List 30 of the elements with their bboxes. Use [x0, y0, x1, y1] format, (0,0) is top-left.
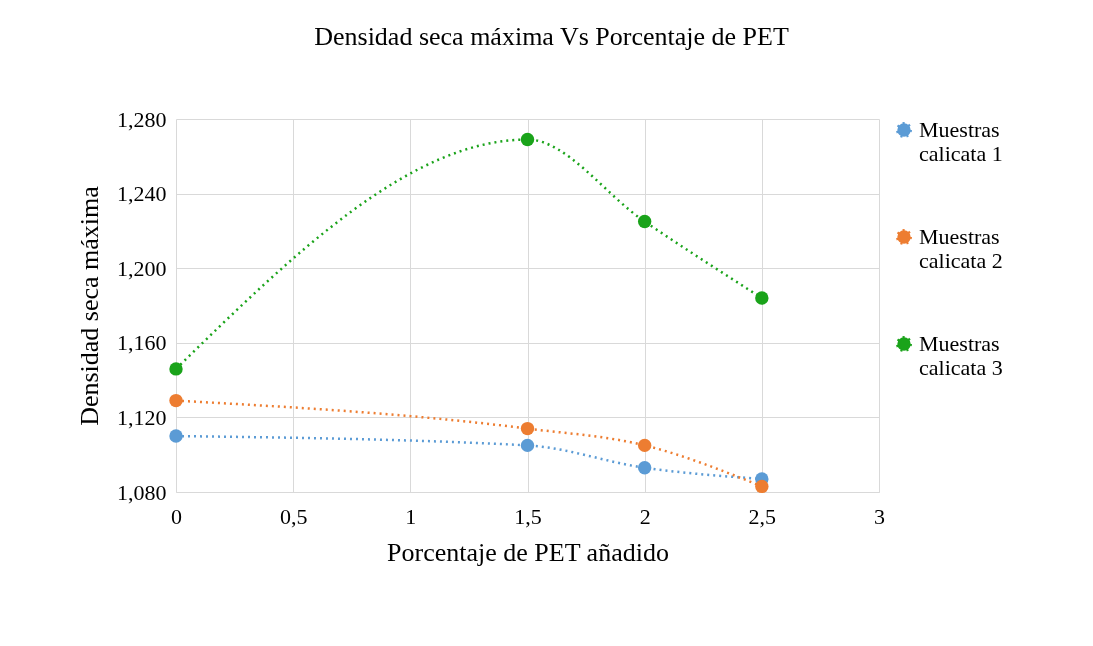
x-tick-label: 2: [639, 503, 651, 529]
point: [169, 362, 183, 376]
x-tick-label: 1: [405, 503, 417, 529]
legend-label: Muestras calicata 2: [919, 224, 1003, 273]
x-axis-title: Porcentaje de PET añadido: [387, 537, 669, 567]
y-axis-title: Densidad seca máxima: [75, 185, 104, 426]
x-tick-label: 1,5: [514, 503, 542, 529]
x-tick-label: 2,5: [748, 503, 777, 529]
point: [637, 461, 652, 475]
point: [755, 479, 769, 494]
y-tick-label: 1,200: [117, 255, 167, 281]
x-tick-label: 0,5: [279, 503, 308, 529]
chart-title: Densidad seca máxima Vs Porcentaje de PET: [314, 22, 789, 51]
x-tick-label: 0: [171, 503, 182, 529]
point: [637, 214, 652, 229]
point: [520, 132, 535, 147]
point: [169, 429, 183, 443]
point: [169, 393, 183, 408]
x-tick-label: 3: [874, 503, 885, 529]
legend-label: Muestras calicata 1: [919, 117, 1003, 166]
y-tick-label: 1,160: [117, 330, 167, 356]
point: [755, 291, 769, 305]
y-tick-label: 1,240: [117, 181, 167, 207]
point: [637, 438, 652, 453]
point: [520, 438, 535, 453]
y-tick-label: 1,280: [117, 106, 167, 132]
legend-label: Muestras calicata 3: [919, 331, 1003, 380]
point: [520, 421, 535, 436]
y-tick-label: 1,080: [117, 479, 167, 505]
y-tick-label: 1,120: [117, 404, 167, 430]
